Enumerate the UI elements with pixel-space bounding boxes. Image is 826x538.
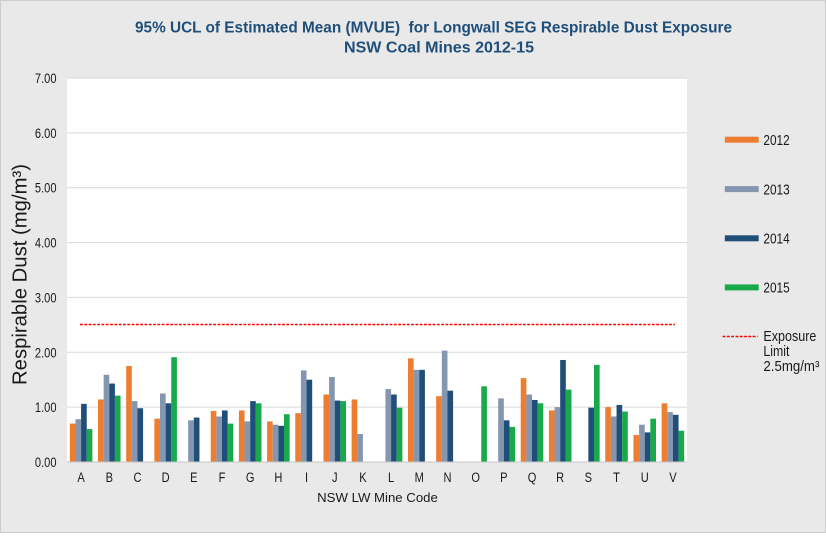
svg-text:I: I <box>305 470 308 485</box>
svg-text:C: C <box>133 470 141 485</box>
svg-text:V: V <box>669 470 676 485</box>
svg-text:1.00: 1.00 <box>35 400 57 415</box>
svg-text:U: U <box>641 470 649 485</box>
svg-text:6.00: 6.00 <box>35 126 57 141</box>
svg-text:5.00: 5.00 <box>35 181 57 196</box>
svg-text:O: O <box>471 470 480 485</box>
svg-text:NSW LW Mine Code: NSW LW Mine Code <box>317 490 438 505</box>
svg-text:T: T <box>613 470 620 485</box>
svg-text:Respirable Dust (mg/m³): Respirable Dust (mg/m³) <box>10 164 32 385</box>
svg-text:H: H <box>274 470 282 485</box>
svg-text:2.00: 2.00 <box>35 345 57 360</box>
svg-text:0.00: 0.00 <box>35 455 57 470</box>
svg-text:K: K <box>359 470 366 485</box>
svg-text:2.5mg/m³: 2.5mg/m³ <box>763 359 819 375</box>
svg-text:Q: Q <box>528 470 537 485</box>
svg-text:J: J <box>332 470 338 485</box>
svg-text:L: L <box>388 470 395 485</box>
svg-text:4.00: 4.00 <box>35 236 57 251</box>
svg-text:F: F <box>219 470 226 485</box>
svg-text:R: R <box>556 470 564 485</box>
svg-text:S: S <box>585 470 592 485</box>
svg-text:B: B <box>106 470 113 485</box>
svg-text:M: M <box>415 470 424 485</box>
svg-text:E: E <box>190 470 197 485</box>
svg-text:NSW Coal Mines 2012-15: NSW Coal Mines 2012-15 <box>344 39 534 56</box>
svg-text:Limit: Limit <box>763 344 789 360</box>
svg-text:Exposure: Exposure <box>763 329 816 345</box>
svg-text:3.00: 3.00 <box>35 290 57 305</box>
svg-text:D: D <box>162 470 170 485</box>
svg-text:A: A <box>77 470 84 485</box>
svg-text:95% UCL of Estimated Mean (MVU: 95% UCL of Estimated Mean (MVUE) for Lon… <box>135 20 732 37</box>
svg-text:P: P <box>500 470 507 485</box>
svg-text:2012: 2012 <box>763 133 789 149</box>
svg-text:2013: 2013 <box>763 182 789 198</box>
svg-text:2015: 2015 <box>763 281 789 297</box>
svg-text:2014: 2014 <box>763 232 789 248</box>
svg-text:G: G <box>246 470 255 485</box>
svg-text:N: N <box>443 470 451 485</box>
svg-text:7.00: 7.00 <box>35 71 57 86</box>
